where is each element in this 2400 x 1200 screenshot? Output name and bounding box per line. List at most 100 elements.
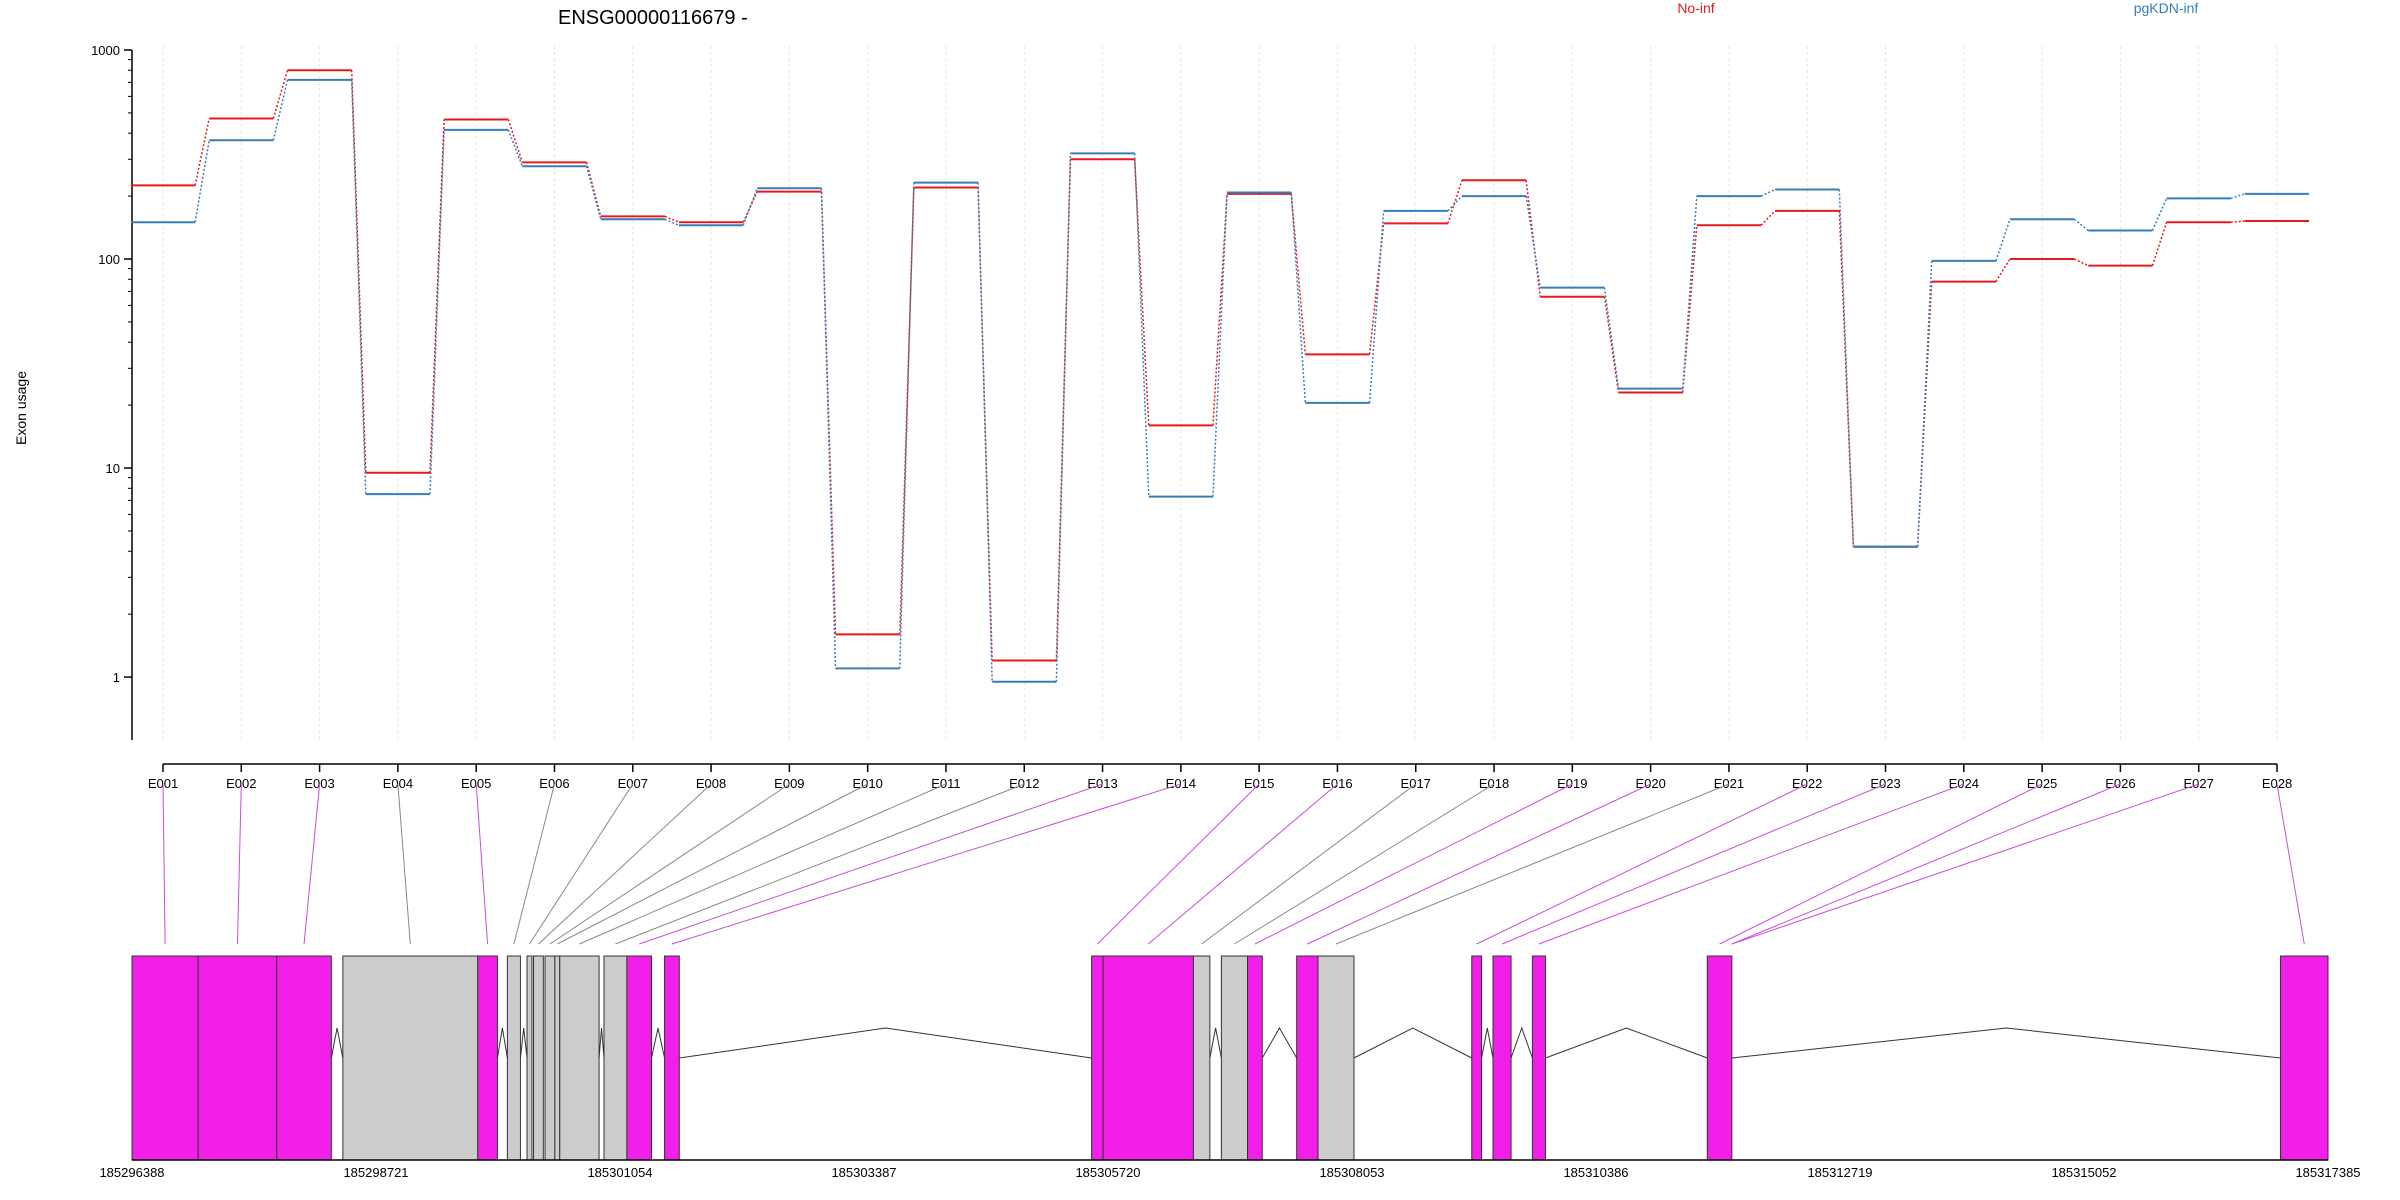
exon-box — [477, 955, 498, 1161]
series-connector — [1603, 287, 1620, 389]
exon-links — [162, 783, 2305, 945]
x-axis: E001 E002 E003 E004 E005 E006 E007 E008 E009 E010… — [148, 763, 2292, 791]
exon-link — [1307, 783, 1651, 945]
exon-link — [538, 783, 712, 945]
exon-link — [549, 783, 790, 945]
chart-title: ENSG00000116679 - — [558, 7, 748, 29]
exon-box — [554, 955, 561, 1161]
coord-tick-label: 185315052 — [2051, 1165, 2116, 1180]
exon-box — [1317, 955, 1355, 1161]
exon-link — [1234, 783, 1495, 945]
series-connector — [194, 118, 210, 186]
exon-box — [1192, 955, 1211, 1161]
x-tick-label: E005 — [461, 776, 491, 791]
x-tick-label: E017 — [1401, 776, 1431, 791]
legend: No-inf pgKDN-inf — [1677, 0, 2198, 16]
exon-link — [513, 783, 555, 945]
exon-link — [1731, 783, 2199, 945]
y-axis-label: Exon usage — [13, 371, 29, 445]
x-tick-label: E004 — [383, 776, 413, 791]
series-connector — [272, 70, 289, 119]
x-tick-label: E024 — [1949, 776, 1979, 791]
y-tick-label: 1000 — [91, 43, 120, 58]
exon-box — [1471, 955, 1483, 1161]
series-connector — [2230, 220, 2245, 223]
series-connector — [1055, 159, 1072, 661]
series-connector — [2151, 221, 2168, 266]
exon-link — [557, 783, 868, 945]
series-connector — [1212, 192, 1228, 497]
coord-tick-label: 185303387 — [831, 1165, 896, 1180]
coord-tick-label: 185312719 — [1807, 1165, 1872, 1180]
series-connector — [350, 79, 367, 495]
legend-entry-2: pgKDN-inf — [2134, 0, 2199, 16]
exon-box — [626, 955, 652, 1161]
series-connector — [429, 129, 445, 495]
series-connector — [742, 191, 758, 223]
series-connector — [429, 119, 445, 473]
exon-link — [1719, 783, 2043, 945]
exon-box — [544, 955, 556, 1161]
series-connector — [1525, 180, 1541, 297]
series-connector — [1838, 189, 1855, 547]
exon-link — [475, 783, 489, 945]
intron-line — [650, 1027, 666, 1059]
x-tick-label: E014 — [1166, 776, 1196, 791]
x-tick-label: E006 — [539, 776, 569, 791]
exon-box — [1531, 955, 1546, 1161]
intron-line — [598, 1027, 605, 1059]
intron-line — [496, 1027, 508, 1059]
exon-box — [131, 955, 199, 1161]
series-1 — [130, 69, 2310, 662]
x-tick-label: E007 — [618, 776, 648, 791]
series-connector — [1290, 192, 1307, 403]
exon-link — [1254, 783, 1573, 945]
intron-line — [679, 1027, 1092, 1059]
exon-link — [1501, 783, 1886, 945]
exon-box — [1706, 955, 1733, 1161]
exon-link — [303, 783, 321, 945]
exon-link — [1476, 783, 1808, 945]
exon-link — [639, 783, 1103, 945]
exon-box — [1296, 955, 1319, 1161]
x-tick-label: E018 — [1479, 776, 1509, 791]
exon-box — [559, 955, 600, 1161]
x-tick-label: E028 — [2262, 776, 2292, 791]
series-connector — [2073, 218, 2089, 232]
exon-link — [1538, 783, 1964, 945]
y-axis: 1 10 100 1000 — [91, 43, 133, 740]
exon-box — [526, 955, 533, 1161]
y-tick-label: 10 — [106, 461, 120, 476]
intron-line — [1481, 1027, 1494, 1059]
exon-box — [342, 955, 479, 1161]
y-tick-label: 1 — [113, 670, 120, 685]
series-connector — [1290, 193, 1307, 355]
x-tick-label: E001 — [148, 776, 178, 791]
exon-link — [1731, 783, 2121, 945]
exon-box — [1247, 955, 1263, 1161]
series-connector — [1055, 153, 1072, 682]
exon-link — [1147, 783, 1338, 945]
series-connector — [2230, 193, 2246, 200]
y-tick-label: 100 — [98, 252, 120, 267]
series-connector — [350, 70, 367, 473]
x-tick-label: E003 — [304, 776, 334, 791]
x-tick-label: E008 — [696, 776, 726, 791]
legend-entry-1: No-inf — [1677, 0, 1714, 16]
series-connector — [585, 162, 602, 217]
series-connector — [1760, 210, 1776, 226]
exon-link — [1335, 783, 1730, 945]
exon-box — [1492, 955, 1512, 1161]
series-connector — [899, 187, 915, 635]
series-connector — [664, 218, 680, 226]
series-connector — [1525, 195, 1541, 288]
intron-line — [1545, 1027, 1708, 1059]
intron-line — [1353, 1027, 1472, 1059]
x-tick-label: E015 — [1244, 776, 1274, 791]
exon-link — [397, 783, 411, 945]
exon-box — [276, 955, 332, 1161]
exon-box — [197, 955, 278, 1161]
exon-box — [1102, 955, 1194, 1161]
intron-line — [1731, 1027, 2281, 1059]
exon-link — [615, 783, 1025, 945]
